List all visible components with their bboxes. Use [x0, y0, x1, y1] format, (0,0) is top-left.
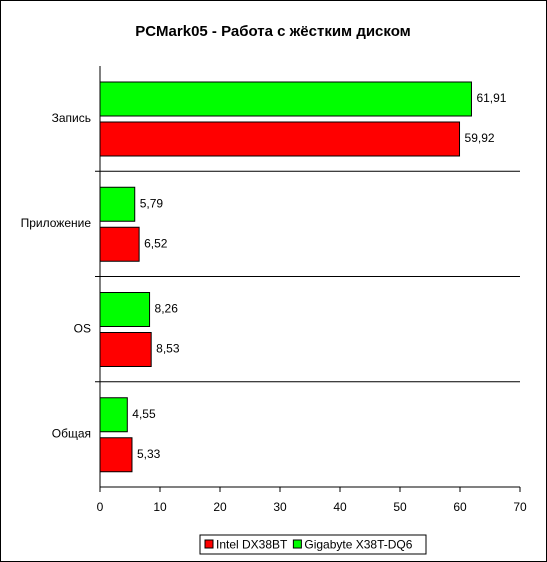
- bar: [99, 121, 461, 157]
- value-label: 5,33: [137, 447, 161, 461]
- category-label: Общая: [52, 427, 91, 441]
- x-tick-label: 70: [513, 500, 527, 514]
- x-tick-label: 0: [97, 500, 104, 514]
- value-label: 8,53: [156, 342, 180, 356]
- category-label: Приложение: [21, 216, 92, 230]
- category-label: Запись: [52, 111, 91, 125]
- bar: [99, 186, 136, 222]
- legend-box: [199, 534, 427, 555]
- value-label: 8,26: [155, 302, 179, 316]
- bar: [99, 226, 140, 262]
- x-tick-label: 20: [213, 500, 227, 514]
- bar: [99, 332, 152, 367]
- bar: [99, 81, 472, 117]
- bar: [99, 397, 128, 433]
- bar: [99, 437, 133, 473]
- bar: [99, 292, 151, 327]
- legend-label: Intel DX38BT: [216, 538, 288, 552]
- value-label: 61,91: [476, 91, 506, 105]
- x-tick-label: 60: [453, 500, 467, 514]
- chart-title: PCMark05 - Работа с жёстким диском: [135, 23, 411, 40]
- x-tick-label: 10: [153, 500, 167, 514]
- value-label: 4,55: [132, 407, 156, 421]
- category-label: OS: [74, 321, 91, 335]
- x-tick-label: 40: [333, 500, 347, 514]
- legend-swatch: [204, 539, 214, 549]
- value-label: 5,79: [140, 196, 164, 210]
- x-tick-label: 30: [273, 500, 287, 514]
- legend-label: Gigabyte X38T-DQ6: [304, 538, 412, 552]
- legend-swatch: [292, 539, 302, 549]
- x-tick-label: 50: [393, 500, 407, 514]
- value-label: 59,92: [465, 131, 495, 145]
- value-label: 6,52: [144, 236, 168, 250]
